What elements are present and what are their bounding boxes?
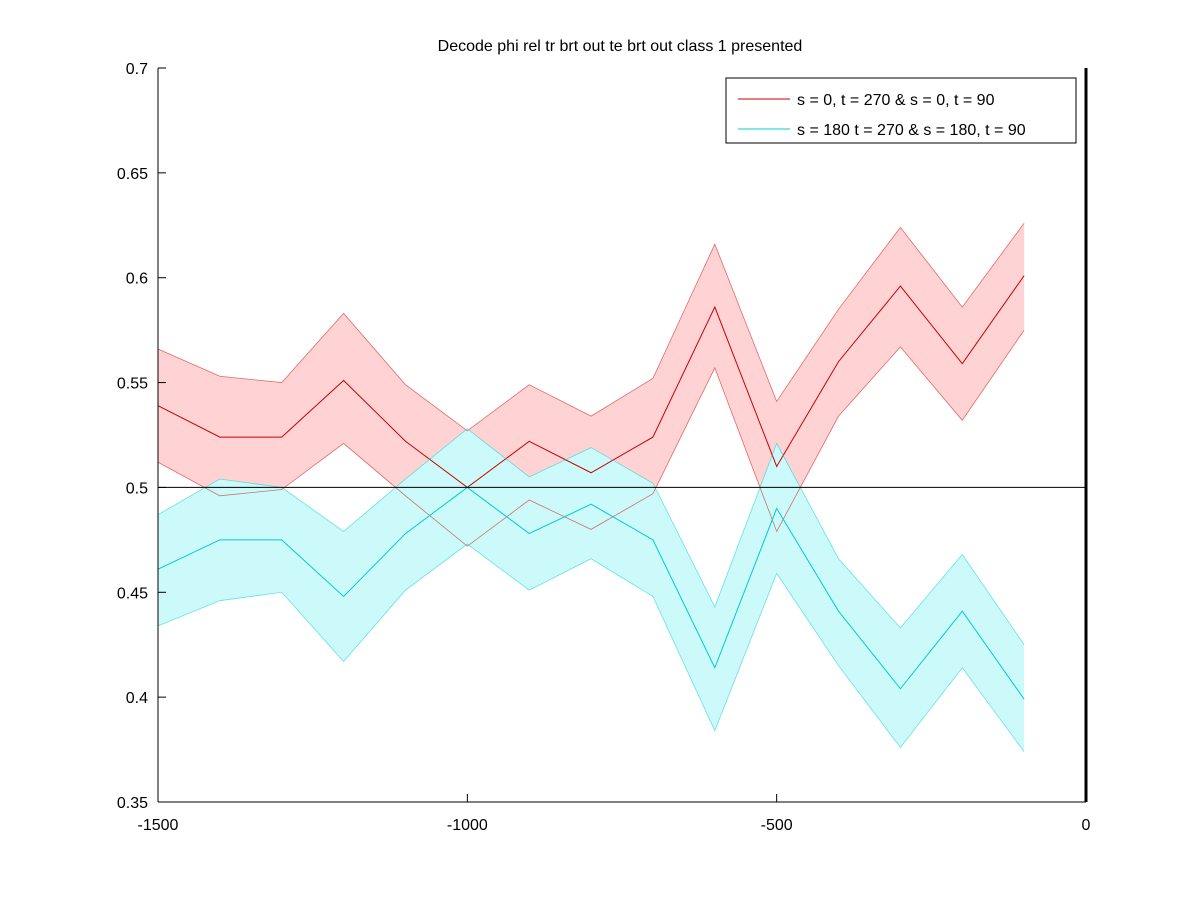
x-tick-label: -1000	[447, 817, 488, 834]
confidence-bands	[158, 223, 1025, 752]
y-tick-label: 0.35	[117, 795, 148, 812]
y-tick-label: 0.55	[117, 376, 148, 393]
series-1-line	[157, 275, 1025, 489]
legend-label: s = 180 t = 270 & s = 180, t = 90	[797, 122, 1026, 139]
legend-label: s = 0, t = 270 & s = 0, t = 90	[797, 92, 995, 109]
series-1-upper-bound	[157, 222, 1025, 432]
series-2-lower-bound	[157, 543, 1025, 752]
x-tick-label: -500	[761, 817, 793, 834]
y-tick-label: 0.6	[126, 271, 148, 288]
y-tick-label: 0.45	[117, 585, 148, 602]
series-1-lower-bound	[157, 329, 1025, 547]
reference-lines	[158, 68, 1088, 802]
x-tick-label: 0	[1082, 817, 1091, 834]
legend: s = 0, t = 270 & s = 0, t = 90 s = 180 t …	[725, 77, 1077, 144]
series-1-band	[158, 223, 1025, 547]
x-tick-label: -1500	[138, 817, 179, 834]
series-2-band	[158, 428, 1025, 752]
y-tick-label: 0.7	[126, 61, 148, 78]
series-2-upper-bound	[157, 428, 1025, 645]
legend-box	[725, 77, 1077, 144]
series-lines	[157, 222, 1025, 752]
y-tick-label: 0.4	[126, 690, 148, 707]
axes: -1500 -1000 -500 0 0.35 0.4 0.45 0.5 0.55 0.6 0.65…	[117, 61, 1091, 834]
series-2-line	[157, 486, 1025, 700]
y-tick-label: 0.65	[117, 166, 148, 183]
y-tick-label: 0.5	[126, 480, 148, 497]
chart-title: Decode phi rel tr brt out te brt out cla…	[438, 38, 803, 55]
